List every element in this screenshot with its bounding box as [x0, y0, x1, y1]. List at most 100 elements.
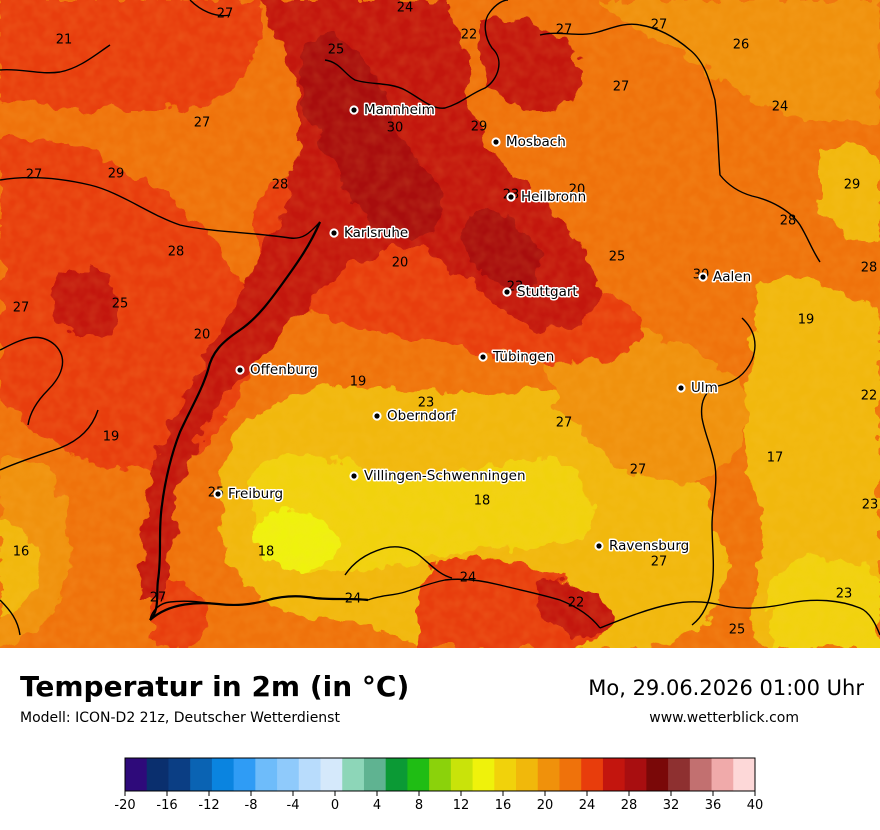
border-france-lower: [0, 336, 64, 426]
temperature-label: 28: [780, 214, 797, 229]
temperature-label: 27: [194, 116, 211, 131]
temperature-label: 30: [387, 121, 404, 136]
city-label: Karlsruhe: [344, 225, 408, 241]
city-label: Stuttgart: [517, 284, 578, 300]
city-label-halo: Mosbach: [506, 134, 566, 150]
temperature-label: 16: [13, 545, 30, 560]
temperature-label: 18: [474, 494, 491, 509]
border-west-lower: [0, 599, 21, 636]
legend-color-cell: [342, 758, 365, 791]
legend-tick-label: 8: [415, 798, 423, 813]
city-label: Oberndorf: [387, 408, 457, 424]
temperature-label: 21: [56, 33, 73, 48]
legend-tick-label: -8: [245, 798, 258, 813]
legend-tick-label: 24: [579, 798, 596, 813]
temperature-label: 27: [556, 23, 573, 38]
legend-color-cell: [516, 758, 539, 791]
city-label: Ravensburg: [609, 538, 689, 554]
city-dot: [506, 192, 516, 202]
temperature-label: 23: [862, 498, 879, 513]
legend-color-cell: [429, 758, 452, 791]
legend-tick-label: 0: [331, 798, 339, 813]
border-rhine-country: [149, 221, 322, 621]
border-north-mid: [189, 0, 231, 17]
legend-color-cell: [646, 758, 669, 791]
city-label-halo: Stuttgart: [517, 284, 578, 300]
legend-color-cell: [450, 758, 474, 791]
legend-color-cell: [733, 758, 756, 791]
temperature-label: 25: [328, 43, 345, 58]
legend-color-cell: [211, 758, 235, 791]
border-north-east: [539, 23, 821, 263]
city-dot: [491, 137, 501, 147]
temperature-label: 27: [150, 591, 167, 606]
temperature-label: 27: [556, 416, 573, 431]
legend-color-cell: [581, 758, 604, 791]
legend-color-cell: [494, 758, 517, 791]
border-france-south: [0, 409, 99, 471]
city-label-halo: Freiburg: [228, 486, 283, 502]
city-label: Mosbach: [506, 134, 566, 150]
city-dot: [349, 471, 359, 481]
legend-color-cell: [320, 758, 343, 791]
temperature-map: 27 24 22 27 27 21 26 25 24 27 30 29 27 27 29 28 20 29 23 28…: [0, 0, 880, 648]
city-dot: [502, 287, 512, 297]
temperature-label: 25: [729, 623, 746, 638]
temperature-label: 27: [613, 80, 630, 95]
city-label-halo: Karlsruhe: [344, 225, 408, 241]
legend-color-cell: [668, 758, 691, 791]
city-label: Heilbronn: [521, 189, 586, 205]
temperature-label: 28: [861, 261, 878, 276]
temperature-label: 22: [861, 389, 878, 404]
temperature-label: 23: [418, 396, 435, 411]
legend-tick-label: 20: [537, 798, 554, 813]
legend-tick-label: -4: [287, 798, 300, 813]
temperature-label: 19: [350, 375, 367, 390]
legend-color-cell: [559, 758, 582, 791]
temperature-label: 20: [392, 256, 409, 271]
temperature-label: 25: [609, 250, 626, 265]
temperature-label: 27: [651, 555, 668, 570]
country-borders: [149, 221, 369, 621]
legend-tick-label: 4: [373, 798, 381, 813]
city-dot: [235, 365, 245, 375]
temperature-label: 23: [836, 587, 853, 602]
legend-color-cell: [407, 758, 430, 791]
model-info: Modell: ICON-D2 21z, Deutscher Wetterdie…: [20, 710, 340, 726]
temperature-label: 28: [168, 245, 185, 260]
border-south-lake: [367, 578, 601, 629]
city-dot: [676, 383, 686, 393]
temperature-label: 22: [461, 28, 478, 43]
legend-color-cell: [125, 758, 148, 791]
city-label-halo: Mannheim: [364, 102, 435, 118]
city-label-halo: Tübingen: [492, 349, 554, 365]
legend-color-cell: [168, 758, 191, 791]
city-label: Freiburg: [228, 486, 283, 502]
temperature-label: 24: [460, 571, 477, 586]
border-austria: [599, 599, 880, 636]
temperature-label: 27: [651, 18, 668, 33]
temperature-label: 27: [217, 7, 234, 22]
legend-tick-label: 32: [663, 798, 680, 813]
legend-color-cell: [537, 758, 560, 791]
map-title: Temperatur in 2m (in °C): [20, 670, 410, 703]
temperature-label: 29: [844, 178, 861, 193]
border-south-country: [149, 595, 369, 621]
legend-color-cell: [711, 758, 734, 791]
city-dot: [349, 105, 359, 115]
temperature-map-canvas: 27 24 22 27 27 21 26 25 24 27 30 29 27 27 29 28 20 29 23 28…: [0, 0, 880, 648]
city-label: Aalen: [713, 269, 751, 285]
temperature-label: 24: [345, 592, 362, 607]
temperature-label: 27: [26, 168, 43, 183]
temperature-label: 20: [194, 328, 211, 343]
city-dot: [698, 272, 708, 282]
legend-tick-label: 40: [747, 798, 764, 813]
temperature-label: 26: [733, 38, 750, 53]
city-label: Ulm: [691, 380, 718, 396]
